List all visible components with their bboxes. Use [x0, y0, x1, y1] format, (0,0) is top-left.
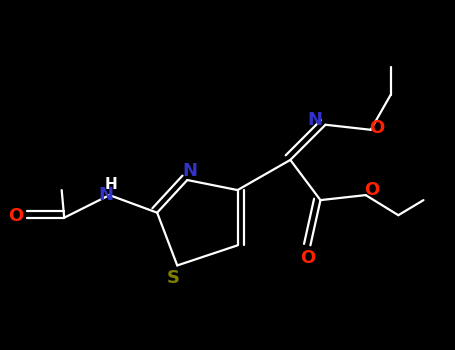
Text: H: H [105, 176, 117, 191]
Text: O: O [364, 181, 380, 199]
Text: N: N [98, 186, 113, 204]
Text: O: O [8, 207, 23, 225]
Text: N: N [307, 111, 322, 129]
Text: S: S [167, 269, 180, 287]
Text: O: O [300, 249, 315, 267]
Text: N: N [182, 162, 197, 180]
Text: O: O [369, 119, 385, 137]
